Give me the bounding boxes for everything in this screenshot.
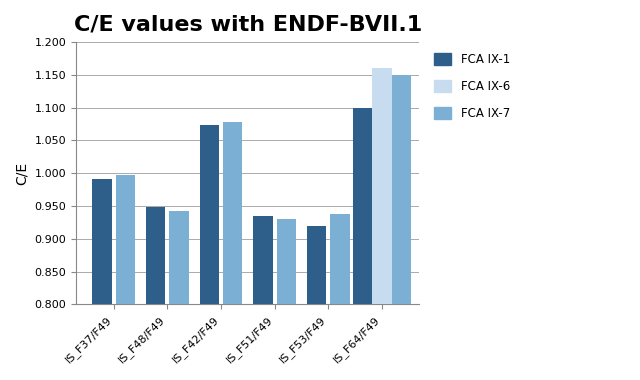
Bar: [307, 226, 326, 304]
Bar: [276, 218, 296, 304]
Bar: [92, 179, 111, 304]
Bar: [372, 68, 392, 304]
Legend: FCA IX-1, FCA IX-6, FCA IX-7: FCA IX-1, FCA IX-6, FCA IX-7: [429, 48, 515, 125]
Bar: [392, 75, 411, 304]
Bar: [116, 175, 135, 304]
Y-axis label: C/E: C/E: [15, 162, 29, 185]
Bar: [330, 214, 349, 304]
Title: C/E values with ENDF-BVII.1: C/E values with ENDF-BVII.1: [74, 15, 422, 35]
Bar: [169, 211, 189, 304]
Bar: [253, 216, 273, 304]
Bar: [353, 108, 372, 304]
Bar: [200, 125, 219, 304]
Bar: [146, 207, 165, 304]
Bar: [223, 122, 242, 304]
